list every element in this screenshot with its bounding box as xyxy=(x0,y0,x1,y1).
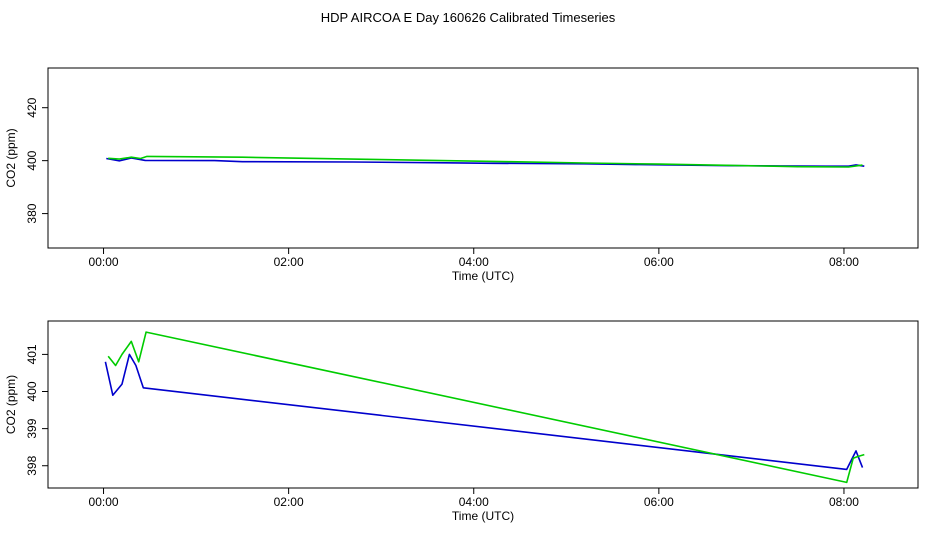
chart-2-y-axis-label: CO2 (ppm) xyxy=(4,375,18,434)
figure-title: HDP AIRCOA E Day 160626 Calibrated Times… xyxy=(321,10,616,25)
chart-2-y-tick-label: 400 xyxy=(25,381,39,401)
chart-2-y-tick-label: 401 xyxy=(25,344,39,364)
chart-1-y-axis-label: CO2 (ppm) xyxy=(4,128,18,187)
chart-2-x-tick-label: 04:00 xyxy=(459,495,489,509)
chart-2-x-tick-label: 00:00 xyxy=(89,495,119,509)
chart-2-y-tick-label: 398 xyxy=(25,455,39,475)
chart-1-x-tick-label: 02:00 xyxy=(274,255,304,269)
chart-2-x-tick-label: 06:00 xyxy=(644,495,674,509)
chart-1-x-tick-label: 04:00 xyxy=(459,255,489,269)
chart-2-y-tick-label: 399 xyxy=(25,418,39,438)
chart-1-series-2-line xyxy=(108,155,863,168)
chart-2-series-1-line xyxy=(104,353,864,471)
chart-panel-bottom: 00:00 02:00 04:00 06:00 08:00 398 399 400 401 Tim… xyxy=(4,320,919,523)
chart-2-x-tick-label: 02:00 xyxy=(274,495,304,509)
chart-1-x-axis-label: Time (UTC) xyxy=(452,269,514,283)
chart-1-y-tick-label: 380 xyxy=(25,203,39,223)
chart-1-y-tick-label: 420 xyxy=(25,97,39,117)
chart-2-series-2-line xyxy=(107,331,865,484)
chart-2-x-tick-label: 08:00 xyxy=(829,495,859,509)
chart-panel-top: 00:00 02:00 04:00 06:00 08:00 380 400 420 Time (… xyxy=(4,67,919,283)
chart-2-x-axis-label: Time (UTC) xyxy=(452,509,514,523)
chart-1-plot-frame xyxy=(47,67,919,249)
chart-1-y-tick-label: 400 xyxy=(25,150,39,170)
chart-2-plot-frame xyxy=(47,320,919,489)
chart-1-x-tick-label: 06:00 xyxy=(644,255,674,269)
chart-1-x-tick-label: 08:00 xyxy=(829,255,859,269)
chart-1-x-tick-label: 00:00 xyxy=(89,255,119,269)
